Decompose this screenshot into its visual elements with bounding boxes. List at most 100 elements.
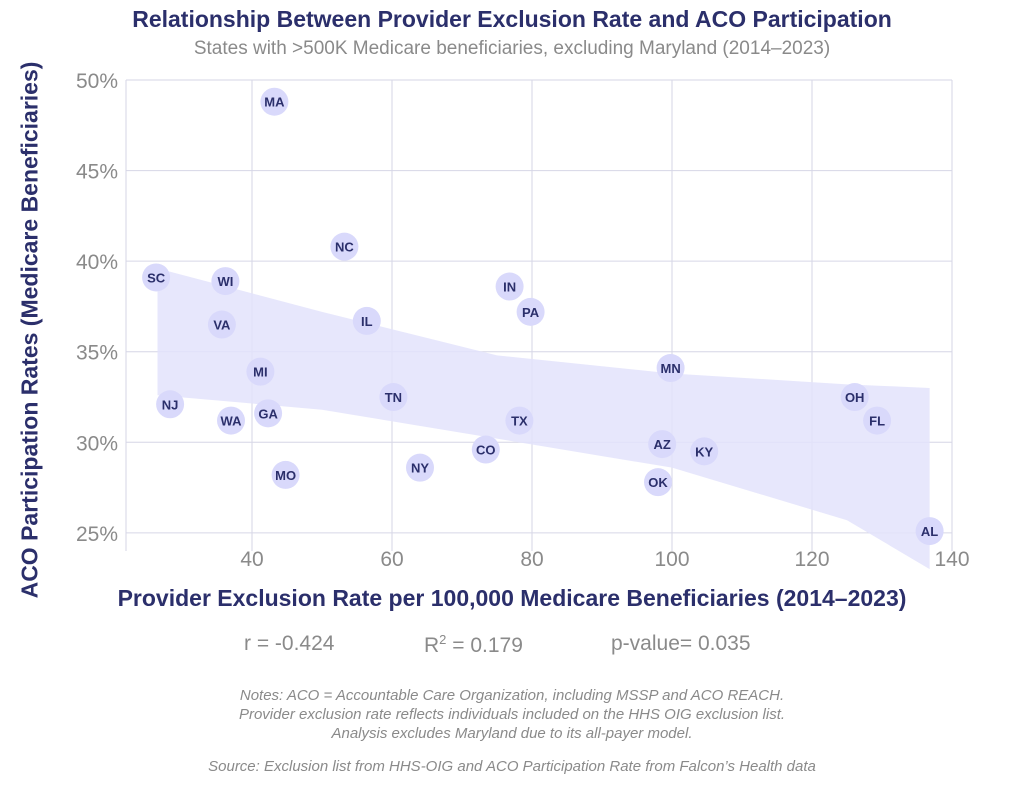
data-point-label: WI [217, 274, 233, 289]
data-point-label: TX [511, 414, 528, 429]
data-point-marker [471, 435, 500, 464]
data-point-marker [406, 453, 434, 482]
data-point: VA [207, 310, 236, 339]
data-point-marker [207, 310, 236, 339]
data-point-label: NJ [162, 397, 179, 412]
x-tick-label: 120 [794, 548, 829, 571]
data-point-marker [352, 306, 381, 335]
x-tick-label: 100 [654, 548, 689, 571]
note-line: Provider exclusion rate reflects individ… [238, 706, 786, 723]
note-line: Analysis excludes Maryland due to its al… [331, 725, 693, 742]
data-point: GA [254, 399, 283, 428]
data-point: NY [406, 453, 434, 482]
note-line: Notes: ACO = Accountable Care Organizati… [239, 687, 785, 704]
data-point: SC [142, 263, 171, 292]
data-point-label: PA [522, 305, 540, 320]
data-point-label: IL [361, 314, 373, 329]
data-point-label: TN [385, 390, 402, 405]
scatter-chart: 25% 30% 35% 40% 45% 50% 40 60 80 100 120 140 MA NC SC… [76, 70, 970, 571]
data-point-marker [211, 267, 240, 296]
chart-subtitle: States with >500K Medicare beneficiaries… [193, 38, 831, 59]
data-point-marker [254, 399, 283, 428]
data-point: IL [352, 306, 381, 335]
stats-row: r = -0.424 R2 = 0.179 p-value= 0.035 [0, 632, 1024, 660]
data-point: WA [217, 406, 245, 435]
data-point-marker [495, 272, 524, 301]
y-tick-label: 25% [76, 523, 118, 546]
stat-r: r = -0.424 [244, 632, 335, 655]
chart-title: Relationship Between Provider Exclusion … [132, 6, 892, 32]
data-point: MA [260, 87, 289, 116]
y-tick-label: 35% [76, 342, 118, 365]
data-point-marker [915, 517, 944, 546]
data-point-label: MA [264, 95, 285, 110]
data-point-label: OK [648, 475, 668, 490]
data-point: AZ [648, 430, 677, 459]
data-point: TX [505, 406, 534, 435]
confidence-band [157, 268, 930, 570]
data-point: IN [495, 272, 524, 301]
data-point: TN [379, 383, 408, 412]
data-point-label: IN [503, 280, 516, 295]
y-tick-label: 45% [76, 161, 118, 184]
data-point-label: SC [147, 270, 166, 285]
stat-r2-sup: 2 [439, 632, 447, 647]
axis-ticks: 25% 30% 35% 40% 45% 50% 40 60 80 100 120 140 [76, 70, 970, 571]
data-point-marker [505, 406, 534, 435]
data-point-label: GA [258, 406, 278, 421]
data-point-marker [644, 468, 672, 497]
stat-p-value: p-value= 0.035 [611, 632, 751, 655]
notes: Notes: ACO = Accountable Care Organizati… [0, 686, 1024, 743]
y-tick-label: 30% [76, 432, 118, 455]
data-point-marker [271, 460, 300, 489]
x-tick-label: 60 [380, 548, 403, 571]
data-point: MN [656, 354, 685, 383]
data-point-marker [156, 390, 185, 419]
x-axis-label: Provider Exclusion Rate per 100,000 Medi… [117, 585, 907, 611]
data-point-label: MI [253, 365, 267, 380]
data-point-marker [330, 232, 359, 261]
data-point: PA [516, 297, 545, 326]
data-point-label: AZ [654, 437, 671, 452]
stat-r2-prefix: R [424, 634, 440, 657]
data-point-marker [863, 406, 892, 435]
data-point: AL [915, 517, 944, 546]
data-point-label: WA [221, 414, 243, 429]
data-point: WI [211, 267, 240, 296]
data-point-marker [379, 383, 408, 412]
data-point-label: OH [845, 390, 865, 405]
data-point: NJ [156, 390, 185, 419]
y-tick-label: 50% [76, 70, 118, 93]
y-axis-label: ACO Participation Rates (Medicare Benefi… [16, 61, 43, 599]
data-point: MO [271, 460, 300, 489]
data-point-marker [246, 357, 275, 386]
data-point-label: NC [335, 240, 354, 255]
data-point-label: KY [695, 444, 713, 459]
data-point: FL [863, 406, 892, 435]
data-point-marker [656, 354, 685, 383]
stat-r2-value: = 0.179 [446, 634, 523, 657]
data-point-marker [516, 297, 545, 326]
data-point: OK [644, 468, 672, 497]
y-tick-label: 40% [76, 251, 118, 274]
data-point-marker [260, 87, 289, 116]
data-point-label: MN [660, 361, 680, 376]
data-point-marker [690, 437, 719, 466]
source-note: Source: Exclusion list from HHS-OIG and … [208, 758, 816, 775]
data-point-marker [840, 383, 869, 412]
data-point-label: VA [213, 318, 231, 333]
x-tick-label: 80 [520, 548, 543, 571]
data-points: MA NC SC WI IN PA VA IL MI MN NJ TN GA WA TX OH FL AZ CO KY… [142, 87, 944, 546]
data-point: MI [246, 357, 275, 386]
stat-r-squared: R2 = 0.179 [424, 632, 523, 658]
data-point-label: MO [275, 468, 296, 483]
x-tick-label: 140 [934, 548, 969, 571]
data-point-label: AL [921, 524, 938, 539]
data-point: OH [840, 383, 869, 412]
data-point: KY [690, 437, 719, 466]
data-point-marker [648, 430, 677, 459]
data-point-label: CO [476, 443, 496, 458]
data-point-marker [142, 263, 171, 292]
data-point-marker [217, 406, 245, 435]
data-point-label: NY [411, 461, 429, 476]
